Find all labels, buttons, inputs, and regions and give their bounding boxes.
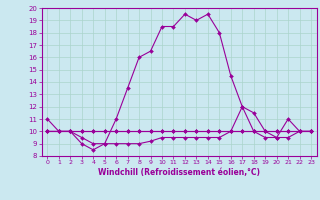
X-axis label: Windchill (Refroidissement éolien,°C): Windchill (Refroidissement éolien,°C) xyxy=(98,168,260,177)
